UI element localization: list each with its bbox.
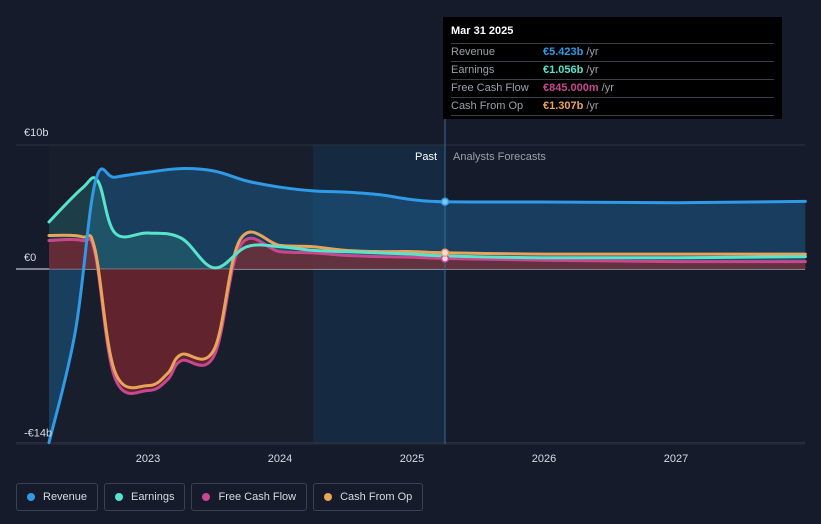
tooltip-unit: /yr xyxy=(601,82,614,94)
plot-highlight-range xyxy=(313,145,445,444)
legend-dot-icon xyxy=(115,493,124,501)
forecast-label: Analysts Forecasts xyxy=(453,151,546,163)
x-tick-label: 2023 xyxy=(136,453,160,465)
legend-item-revenue[interactable]: Revenue xyxy=(16,483,99,511)
y-tick-label: €0 xyxy=(24,252,36,264)
revenue-marker xyxy=(440,197,450,207)
tooltip-value: €1.056b xyxy=(543,64,584,76)
legend-label: Revenue xyxy=(43,491,88,503)
cash-from-op-line xyxy=(47,230,807,390)
tooltip-label: Revenue xyxy=(451,46,496,58)
y-tick-label: -€14b xyxy=(24,428,52,440)
tooltip-value: €1.307b xyxy=(543,100,584,112)
legend-label: Cash From Op xyxy=(340,491,413,503)
series-fills xyxy=(49,168,806,443)
x-tick-label: 2025 xyxy=(400,453,424,465)
x-tick-label: 2026 xyxy=(532,453,556,465)
tooltip-date: Mar 31 2025 xyxy=(451,23,774,44)
tooltip-value: €5.423b xyxy=(543,46,584,58)
x-tick-label: 2027 xyxy=(664,453,688,465)
legend-dot-icon xyxy=(324,493,333,501)
tooltip-label: Earnings xyxy=(451,64,495,76)
x-axis-labels: 2023 2024 2025 2026 2027 xyxy=(136,453,688,465)
tooltip-value: €845.000m xyxy=(543,82,599,94)
tooltip-label: Cash From Op xyxy=(451,100,524,112)
legend-label: Earnings xyxy=(131,491,175,503)
tooltip-label: Free Cash Flow xyxy=(451,82,529,94)
tooltip-row-earnings: Earnings €1.056b /yr xyxy=(451,62,774,80)
x-tick-label: 2024 xyxy=(268,453,292,465)
tooltip-unit: /yr xyxy=(586,100,599,112)
tooltip-row-revenue: Revenue €5.423b /yr xyxy=(451,44,774,62)
legend-dot-icon xyxy=(27,493,35,501)
tooltip-unit: /yr xyxy=(586,64,599,76)
revenue-line xyxy=(47,167,807,445)
tooltip-row-cash-from-op: Cash From Op €1.307b /yr xyxy=(451,98,774,116)
hover-markers xyxy=(440,197,450,263)
y-tick-label: €10b xyxy=(24,127,48,139)
tooltip-unit: /yr xyxy=(586,46,599,58)
past-label: Past xyxy=(415,151,437,163)
legend-item-cash-from-op[interactable]: Cash From Op xyxy=(313,483,424,511)
legend-item-earnings[interactable]: Earnings xyxy=(104,483,186,511)
legend-dot-icon xyxy=(202,493,211,501)
legend-item-free-cash-flow[interactable]: Free Cash Flow xyxy=(191,483,308,511)
tooltip: Mar 31 2025 Revenue €5.423b /yr Earnings… xyxy=(443,17,782,119)
earnings-line xyxy=(47,176,807,270)
cash-from-op-marker xyxy=(440,248,450,258)
earnings-area xyxy=(49,177,806,269)
revenue-area xyxy=(49,168,806,443)
y-axis-labels: €10b €0 -€14b xyxy=(24,127,52,440)
free-cash-flow-area xyxy=(49,238,806,394)
legend: Revenue Earnings Free Cash Flow Cash Fro… xyxy=(16,483,429,511)
legend-label: Free Cash Flow xyxy=(218,491,297,503)
tooltip-row-free-cash-flow: Free Cash Flow €845.000m /yr xyxy=(451,80,774,98)
series-lines xyxy=(47,167,807,445)
